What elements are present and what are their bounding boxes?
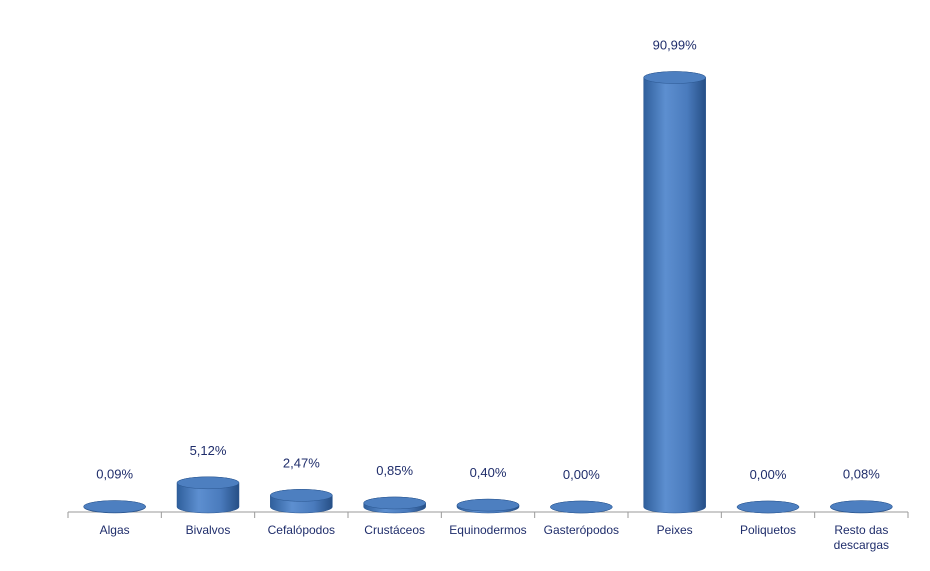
x-tick-label: Bivalvos xyxy=(185,523,231,537)
bar-top xyxy=(83,500,146,513)
bar-top xyxy=(643,71,706,84)
bar-top xyxy=(550,500,613,514)
bar-top xyxy=(830,500,893,513)
x-tick-label: Algas xyxy=(99,523,130,537)
value-label: 0,00% xyxy=(563,467,600,482)
value-label: 0,00% xyxy=(750,467,787,482)
value-label: 0,09% xyxy=(96,467,133,482)
bar-top xyxy=(456,498,520,512)
x-tick-label: Gasterópodos xyxy=(543,523,620,537)
x-tick-label: Peixes xyxy=(656,523,693,537)
value-label: 0,85% xyxy=(376,463,413,478)
value-label: 0,40% xyxy=(470,465,507,480)
bar-top xyxy=(270,489,333,502)
value-label: 5,12% xyxy=(190,443,227,458)
x-tick-label: Crustáceos xyxy=(364,523,425,537)
bar-top xyxy=(736,500,800,514)
bar-top xyxy=(363,496,426,510)
bar xyxy=(643,71,706,514)
bar-top xyxy=(176,476,240,490)
value-label: 2,47% xyxy=(283,455,320,470)
x-tick-label: Cefalópodos xyxy=(267,523,336,537)
value-label: 0,08% xyxy=(843,467,880,482)
x-tick-label: Equinodermos xyxy=(449,523,527,537)
value-label: 90,99% xyxy=(653,38,698,53)
x-tick-label: Resto das descargas xyxy=(833,523,890,552)
x-tick-label: Poliquetos xyxy=(739,523,797,537)
